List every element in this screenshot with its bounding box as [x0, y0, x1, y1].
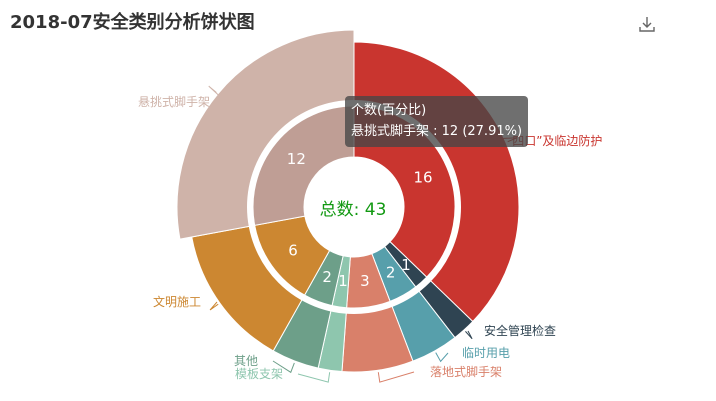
total-count: 总数: 43	[303, 195, 403, 220]
value-label-1: 1	[401, 256, 411, 274]
value-label-5: 2	[322, 268, 332, 286]
center-hole	[304, 157, 404, 257]
leader-line-4	[297, 372, 331, 383]
chart-title: 2018-07安全类别分析饼状图	[10, 12, 255, 33]
series-label-1: 安全管理检查	[484, 323, 556, 338]
series-label-7: 悬挑式脚手架	[138, 94, 210, 109]
leader-line-5	[272, 360, 295, 374]
value-label-3: 3	[360, 272, 370, 290]
value-label-2: 2	[386, 263, 396, 281]
series-label-5: 其他	[234, 354, 258, 368]
value-label-6: 6	[288, 242, 298, 260]
series-label-3: 落地式脚手架	[430, 364, 502, 379]
leader-line-1	[465, 330, 473, 340]
tooltip-body: 悬挑式脚手架 : 12 (27.91%)	[351, 124, 523, 139]
series-label-4: 模板支架	[235, 367, 283, 381]
download-icon[interactable]	[637, 14, 657, 34]
series-label-2: 临时用电	[462, 346, 510, 360]
tooltip: 个数(百分比) 悬挑式脚手架 : 12 (27.91%)	[345, 96, 529, 147]
tooltip-header: 个数(百分比)	[351, 103, 427, 118]
leader-line-3	[377, 371, 415, 383]
leader-line-6	[209, 301, 219, 311]
value-label-4: 1	[338, 272, 348, 290]
total-value: 43	[364, 200, 387, 220]
value-label-7: 12	[287, 150, 306, 168]
leader-line-7	[208, 85, 227, 103]
leader-line-2	[435, 352, 449, 363]
total-label: 总数:	[319, 200, 360, 220]
value-label-0: 16	[413, 169, 432, 187]
series-label-6: 文明施工	[153, 294, 201, 309]
